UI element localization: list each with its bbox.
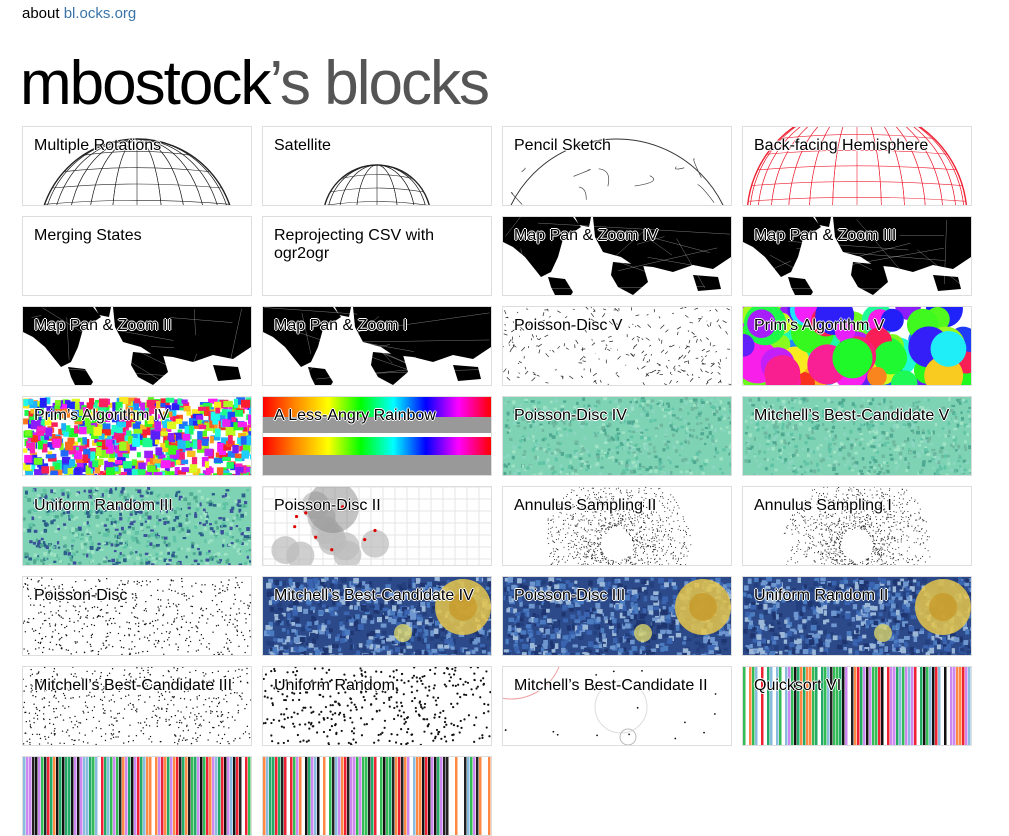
page-title-owner: mbostock xyxy=(20,49,269,118)
block-card[interactable] xyxy=(22,756,252,836)
block-card[interactable]: Back-facing Hemisphere xyxy=(742,126,972,206)
block-title: Annulus Sampling II xyxy=(514,497,725,515)
block-card[interactable]: Map Pan & Zoom II xyxy=(22,306,252,386)
block-card[interactable]: Map Pan & Zoom III xyxy=(742,216,972,296)
block-title: Multiple Rotations xyxy=(34,137,245,155)
block-card[interactable]: Uniform Random II xyxy=(742,576,972,656)
block-thumbnail xyxy=(23,757,251,835)
page-title: mbostock’s blocks xyxy=(20,48,488,120)
page-title-rest: ’s blocks xyxy=(269,49,488,118)
about-prefix: about xyxy=(22,5,60,22)
block-title: Map Pan & Zoom III xyxy=(754,227,965,245)
block-card[interactable]: Multiple Rotations xyxy=(22,126,252,206)
block-title: Poisson-Disc II xyxy=(274,497,485,515)
block-card[interactable]: Poisson-Disc III xyxy=(502,576,732,656)
block-card[interactable]: Mitchell’s Best-Candidate II xyxy=(502,666,732,746)
block-card[interactable]: Mitchell’s Best-Candidate III xyxy=(22,666,252,746)
block-title: Annulus Sampling I xyxy=(754,497,965,515)
block-title: Map Pan & Zoom IV xyxy=(514,227,725,245)
block-title: Pencil Sketch xyxy=(514,137,725,155)
block-title: Poisson-Disc III xyxy=(514,587,725,605)
block-title: Mitchell’s Best-Candidate V xyxy=(754,407,965,425)
block-title: Satellite xyxy=(274,137,485,155)
block-title: Merging States xyxy=(34,227,245,245)
block-card[interactable] xyxy=(262,756,492,836)
block-card[interactable]: Uniform Random xyxy=(262,666,492,746)
block-card[interactable]: Reprojecting CSV with ogr2ogr xyxy=(262,216,492,296)
block-card[interactable]: Annulus Sampling I xyxy=(742,486,972,566)
block-card[interactable]: Quicksort VI xyxy=(742,666,972,746)
block-card[interactable]: Prim’s Algorithm IV xyxy=(22,396,252,476)
block-title: Uniform Random III xyxy=(34,497,245,515)
block-title: Mitchell’s Best-Candidate IV xyxy=(274,587,485,605)
block-title: Back-facing Hemisphere xyxy=(754,137,965,155)
block-card[interactable]: Satellite xyxy=(262,126,492,206)
block-card[interactable]: Prim’s Algorithm V xyxy=(742,306,972,386)
block-card[interactable]: Poisson-Disc IV xyxy=(502,396,732,476)
block-card[interactable]: Annulus Sampling II xyxy=(502,486,732,566)
block-card[interactable]: Mitchell’s Best-Candidate IV xyxy=(262,576,492,656)
block-title: Mitchell’s Best-Candidate II xyxy=(514,677,725,695)
block-card[interactable]: Map Pan & Zoom I xyxy=(262,306,492,386)
block-title: Prim’s Algorithm IV xyxy=(34,407,245,425)
block-card[interactable]: Merging States xyxy=(22,216,252,296)
block-title: Prim’s Algorithm V xyxy=(754,317,965,335)
block-card[interactable]: Map Pan & Zoom IV xyxy=(502,216,732,296)
block-title: Poisson-Disc xyxy=(34,587,245,605)
block-card[interactable]: Mitchell’s Best-Candidate V xyxy=(742,396,972,476)
block-title: A Less-Angry Rainbow xyxy=(274,407,485,425)
block-title: Quicksort VI xyxy=(754,677,965,695)
block-title: Map Pan & Zoom I xyxy=(274,317,485,335)
block-card[interactable]: Pencil Sketch xyxy=(502,126,732,206)
block-title: Poisson-Disc V xyxy=(514,317,725,335)
block-card[interactable]: Poisson-Disc xyxy=(22,576,252,656)
block-card[interactable]: A Less-Angry Rainbow xyxy=(262,396,492,476)
block-title: Poisson-Disc IV xyxy=(514,407,725,425)
about-line: about bl.ocks.org xyxy=(22,5,136,22)
block-title: Uniform Random II xyxy=(754,587,965,605)
block-thumbnail xyxy=(263,757,491,835)
block-card[interactable]: Uniform Random III xyxy=(22,486,252,566)
blocks-home-link[interactable]: bl.ocks.org xyxy=(64,5,137,22)
block-card[interactable]: Poisson-Disc II xyxy=(262,486,492,566)
block-title: Mitchell’s Best-Candidate III xyxy=(34,677,245,695)
block-title: Reprojecting CSV with ogr2ogr xyxy=(274,227,485,263)
block-card[interactable]: Poisson-Disc V xyxy=(502,306,732,386)
block-title: Uniform Random xyxy=(274,677,485,695)
block-title: Map Pan & Zoom II xyxy=(34,317,245,335)
